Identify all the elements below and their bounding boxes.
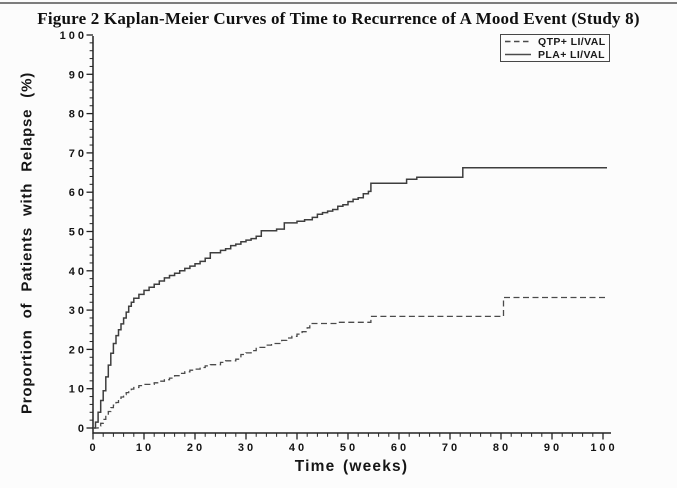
- x-axis-ticks: 0 10 20 30 40 50 60 70 80 90 100: [89, 433, 617, 454]
- x-axis-title: Time (weeks): [294, 458, 409, 475]
- x-tick-label: 60: [391, 442, 409, 454]
- x-tick-label: 40: [289, 442, 307, 454]
- figure-title: Figure 2 Kaplan-Meier Curves of Time to …: [37, 9, 640, 28]
- series-curve-qtp: [93, 296, 607, 429]
- y-tick-label: 20: [69, 344, 87, 356]
- y-tick-label: 30: [69, 305, 87, 317]
- y-tick-label: 0: [78, 423, 87, 435]
- legend-label-qtp: QTP+ LI/VAL: [538, 35, 606, 48]
- x-tick-label: 70: [442, 442, 460, 454]
- series-curve-pla: [93, 167, 607, 429]
- y-tick-label: 40: [69, 266, 87, 278]
- x-tick-label: 80: [493, 442, 511, 454]
- x-tick-label: 100: [590, 442, 617, 454]
- y-tick-label: 100: [60, 30, 87, 42]
- x-tick-label: 20: [187, 442, 205, 454]
- legend-item-qtp: QTP+ LI/VAL: [504, 36, 606, 48]
- x-tick-label: 50: [340, 442, 358, 454]
- x-tick-label: 10: [136, 442, 154, 454]
- y-tick-label: 10: [69, 384, 87, 396]
- legend-label-pla: PLA+ LI/VAL: [538, 48, 605, 61]
- axes: [92, 36, 611, 434]
- solid-line-sample-icon: [505, 53, 531, 56]
- y-tick-label: 70: [69, 148, 87, 160]
- dashed-line-sample-icon: [505, 40, 531, 43]
- legend-item-pla: PLA+ LI/VAL: [504, 49, 606, 61]
- top-border-line: [0, 2, 677, 4]
- x-tick-label: 0: [89, 442, 98, 454]
- x-tick-label: 30: [238, 442, 256, 454]
- y-tick-label: 50: [69, 227, 87, 239]
- y-axis-ticks: 0 10 20 30 40 50 60 70 80 90 100: [60, 30, 93, 435]
- y-axis-title: Proportion of Patients with Relapse (%): [18, 71, 36, 415]
- legend: QTP+ LI/VAL PLA+ LI/VAL: [500, 34, 610, 62]
- x-tick-label: 90: [544, 442, 562, 454]
- y-tick-label: 90: [69, 69, 87, 81]
- y-tick-label: 60: [69, 187, 87, 199]
- y-tick-label: 80: [69, 109, 87, 121]
